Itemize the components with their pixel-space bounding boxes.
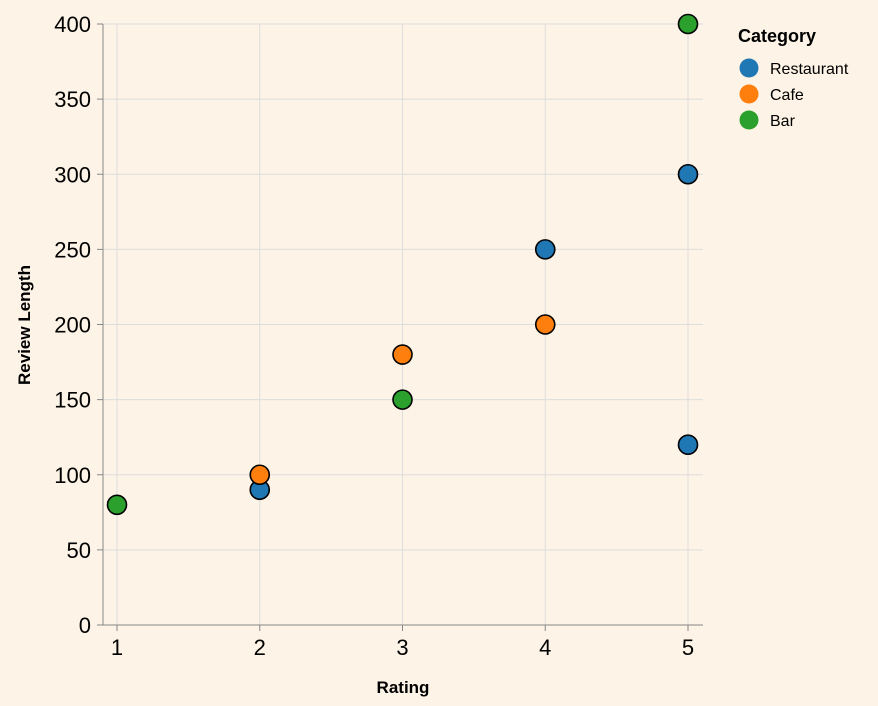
legend-label-cafe: Cafe [770,87,804,104]
legend-swatch-bar [739,110,759,130]
axes: 0 50 100 150 200 250 300 350 400 1 2 3 4 5 [54,12,703,660]
y-tick-label: 100 [54,463,91,488]
data-point-cafe [534,314,556,335]
y-tick-label: 400 [54,12,91,37]
y-tick-label: 150 [54,388,91,413]
y-tick-label: 300 [54,162,91,187]
y-tick-label: 50 [67,538,91,563]
x-tick-label: 5 [682,635,694,660]
y-tick-label: 200 [54,313,91,338]
x-tick-label: 4 [539,635,551,660]
data-point-cafe [249,464,271,486]
y-tick-label: 350 [54,87,91,112]
x-tick-label: 3 [396,635,408,660]
data-point-restaurant [677,163,699,185]
data-point-cafe [392,344,413,365]
x-axis-title: Rating [377,678,430,697]
legend-swatch-restaurant [739,58,759,78]
y-tick-label: 250 [54,237,91,262]
y-axis-title: Review Length [15,265,34,385]
legend-title: Category [738,26,816,46]
data-point-bar [677,13,699,35]
legend-label-bar: Bar [770,113,796,130]
data-points [106,13,699,516]
legend-label-restaurant: Restaurant [770,61,849,78]
data-point-bar [106,494,128,516]
data-point-restaurant [534,239,556,260]
grid [103,23,703,626]
legend-swatch-cafe [739,84,759,104]
legend: Category Restaurant Cafe Bar [738,26,849,130]
x-tick-label: 2 [254,635,266,660]
y-tick-label: 0 [79,613,91,638]
x-tick-label: 1 [111,635,123,660]
data-point-bar [392,389,413,410]
data-point-restaurant [677,434,699,456]
